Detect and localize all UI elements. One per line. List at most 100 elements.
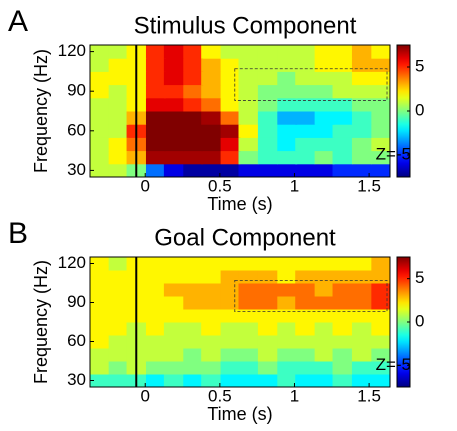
colorbar-tick-label: 5	[415, 56, 424, 75]
heatmap-cell	[90, 374, 110, 388]
heatmap-cell	[295, 296, 316, 310]
heatmap-cell	[238, 58, 259, 72]
colorbar-tick-label: Z=-5	[376, 144, 411, 163]
heatmap-cell	[145, 124, 166, 138]
heatmap-cell	[295, 84, 316, 99]
heatmap-cell	[220, 137, 241, 152]
heatmap-cell	[277, 163, 298, 178]
heatmap-cell	[90, 137, 110, 152]
heatmap-cell	[277, 270, 298, 284]
heatmap-cell	[314, 309, 335, 323]
x-axis-label: Time (s)	[207, 404, 272, 424]
y-tick-label: 60	[67, 331, 86, 350]
heatmap-cell	[145, 257, 166, 271]
heatmap-cell	[201, 257, 222, 271]
heatmap-cell	[351, 374, 372, 388]
heatmap-cell	[314, 283, 335, 297]
heatmap-cell	[295, 111, 316, 125]
heatmap-cell	[238, 270, 259, 284]
heatmap-cell	[332, 163, 353, 178]
heatmap-cell	[183, 58, 204, 72]
heatmap-cell	[220, 270, 241, 284]
heatmap-cell	[90, 124, 110, 138]
heatmap-cell	[145, 348, 166, 362]
heatmap-cell	[163, 137, 184, 152]
heatmap-cell	[277, 361, 298, 375]
heatmap-cell	[351, 348, 372, 362]
heatmap-cell	[277, 45, 298, 59]
heatmap-cell	[183, 84, 204, 99]
heatmap-cell	[277, 348, 298, 362]
heatmap-cell	[183, 137, 204, 152]
heatmap-cell	[220, 374, 241, 388]
x-tick-label: 1.5	[357, 386, 381, 405]
heatmap-cell	[332, 84, 353, 99]
heatmap-cell	[163, 45, 184, 59]
heatmap-cell	[220, 322, 241, 336]
heatmap-cell	[371, 111, 391, 125]
heatmap-cell	[295, 58, 316, 72]
heatmap-cell	[108, 97, 129, 112]
heatmap-cell	[371, 361, 391, 375]
y-tick-label: 90	[67, 292, 86, 311]
heatmap-cell	[145, 374, 166, 388]
chart-title: Goal Component	[154, 224, 336, 251]
heatmap-cell	[371, 309, 391, 323]
heatmap-cell	[257, 84, 278, 99]
heatmap-cell	[220, 348, 241, 362]
heatmap-cell	[163, 257, 184, 271]
heatmap-cell	[295, 361, 316, 375]
heatmap-cell	[295, 137, 316, 152]
heatmap-cell	[257, 374, 278, 388]
heatmap-cell	[371, 124, 391, 138]
heatmap-cell	[183, 335, 204, 349]
heatmap-cell	[257, 270, 278, 284]
heatmap-cell	[314, 137, 335, 152]
x-axis-label: Time (s)	[207, 194, 272, 214]
heatmap-cell	[332, 97, 353, 112]
heatmap-cell	[108, 124, 129, 138]
heatmap-cell	[295, 97, 316, 112]
heatmap-cell	[295, 124, 316, 138]
x-tick-label: 1	[290, 176, 299, 195]
heatmap-cell	[163, 111, 184, 125]
heatmap-cell	[314, 150, 335, 165]
heatmap-cell	[108, 163, 129, 178]
heatmap-cell	[351, 163, 372, 178]
heatmap-cell	[108, 322, 129, 336]
colorbar-tick-label: 0	[415, 100, 424, 119]
heatmap-cell	[238, 296, 259, 310]
heatmap-cell	[277, 111, 298, 125]
heatmap-cell	[332, 335, 353, 349]
heatmap-cell	[201, 309, 222, 323]
heatmap-cell	[183, 309, 204, 323]
x-tick-label: 0	[140, 386, 149, 405]
heatmap-cell	[314, 163, 335, 178]
heatmap-cell	[332, 71, 353, 86]
heatmap-cell	[220, 84, 241, 99]
heatmap-cell	[220, 71, 241, 86]
heatmap-cell	[371, 348, 391, 362]
heatmap-cell	[295, 71, 316, 86]
heatmap-cell	[183, 124, 204, 138]
heatmap-cell	[351, 270, 372, 284]
y-tick-label: 120	[58, 253, 86, 272]
heatmap-cell	[371, 45, 391, 59]
heatmap-cell	[295, 270, 316, 284]
heatmap-cell	[257, 163, 278, 178]
y-tick-label: 90	[67, 81, 86, 100]
heatmap-cell	[351, 150, 372, 165]
heatmap-cell	[220, 257, 241, 271]
heatmap-cell	[295, 257, 316, 271]
heatmap-cell	[314, 335, 335, 349]
heatmap-cell	[371, 335, 391, 349]
heatmap-cell	[183, 257, 204, 271]
heatmap-cell	[163, 97, 184, 112]
heatmap-cell	[295, 322, 316, 336]
heatmap-cell	[163, 322, 184, 336]
y-axis-label: Frequency (Hz)	[31, 260, 51, 384]
heatmap-cell	[201, 374, 222, 388]
heatmap-cell	[90, 322, 110, 336]
heatmap-cell	[351, 71, 372, 86]
